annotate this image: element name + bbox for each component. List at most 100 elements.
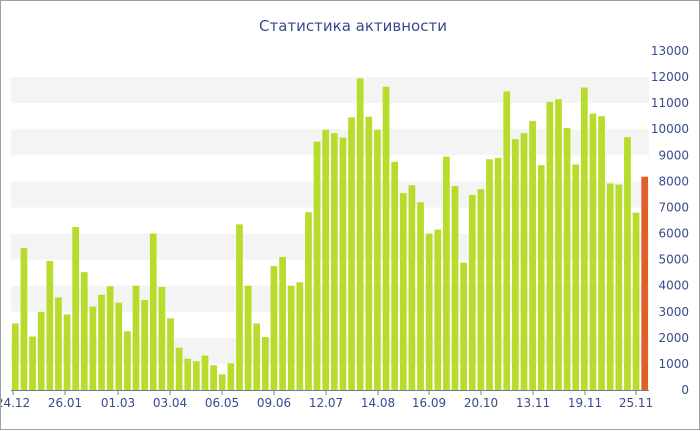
bar[interactable] bbox=[589, 113, 597, 390]
bar[interactable] bbox=[606, 183, 614, 390]
x-tick-label: 13.11 bbox=[516, 396, 550, 410]
grid-bands bbox=[11, 77, 649, 364]
bar[interactable] bbox=[598, 116, 605, 390]
bar[interactable] bbox=[382, 86, 390, 390]
x-tick-label: 12.07 bbox=[309, 396, 343, 410]
y-tick-label: 11000 bbox=[651, 96, 689, 110]
bar[interactable] bbox=[503, 91, 511, 391]
bar[interactable] bbox=[141, 300, 148, 390]
bar[interactable] bbox=[158, 286, 166, 390]
bar[interactable] bbox=[563, 127, 571, 390]
bar[interactable] bbox=[537, 165, 545, 390]
grid-band bbox=[11, 285, 649, 312]
bar[interactable] bbox=[615, 184, 623, 390]
y-tick-label: 5000 bbox=[658, 253, 689, 267]
x-tick-label: 25.11 bbox=[619, 396, 653, 410]
bar[interactable] bbox=[115, 302, 123, 390]
bar[interactable] bbox=[477, 189, 485, 390]
bar[interactable] bbox=[124, 331, 131, 390]
x-tick-label: 06.05 bbox=[205, 396, 239, 410]
bar[interactable] bbox=[572, 164, 580, 390]
bar[interactable] bbox=[374, 129, 381, 390]
bar[interactable] bbox=[529, 120, 536, 390]
bar[interactable] bbox=[580, 87, 588, 390]
bar[interactable] bbox=[210, 365, 217, 390]
bar[interactable] bbox=[132, 285, 140, 390]
bar[interactable] bbox=[322, 129, 330, 390]
x-tick-label: 09.06 bbox=[257, 396, 291, 410]
bar[interactable] bbox=[434, 229, 442, 390]
x-tick-label: 16.09 bbox=[412, 396, 446, 410]
bar[interactable] bbox=[443, 156, 450, 390]
bar[interactable] bbox=[89, 306, 97, 390]
bar[interactable] bbox=[29, 336, 36, 390]
y-axis-ticks: 0 1000 2000 3000 4000 5000 6000 7000 8000 9000 100… bbox=[651, 44, 689, 397]
bar[interactable] bbox=[149, 233, 157, 390]
bar[interactable] bbox=[80, 272, 88, 390]
bar[interactable] bbox=[279, 257, 286, 390]
bar[interactable] bbox=[348, 117, 355, 390]
x-tick-label: 14.08 bbox=[361, 396, 395, 410]
bar-highlight[interactable] bbox=[641, 176, 649, 390]
bar[interactable] bbox=[253, 323, 261, 390]
bar[interactable] bbox=[520, 133, 528, 390]
bar[interactable] bbox=[55, 297, 62, 390]
bar[interactable] bbox=[546, 101, 554, 390]
bar[interactable] bbox=[175, 347, 183, 390]
bar[interactable] bbox=[468, 194, 476, 390]
bar[interactable] bbox=[632, 212, 640, 390]
bar[interactable] bbox=[20, 247, 28, 390]
x-axis-ticks: 24.12 26.01 01.03 03.04 06.05 09.06 12.07 14.08… bbox=[1, 390, 653, 410]
x-tick-label: 19.11 bbox=[568, 396, 602, 410]
bar[interactable] bbox=[37, 311, 45, 390]
bar[interactable] bbox=[330, 133, 338, 390]
bar[interactable] bbox=[339, 137, 347, 390]
y-tick-label: 3000 bbox=[658, 305, 689, 319]
bar[interactable] bbox=[11, 323, 19, 390]
bar[interactable] bbox=[270, 266, 278, 390]
bar[interactable] bbox=[244, 285, 252, 390]
bar[interactable] bbox=[408, 185, 416, 390]
bar[interactable] bbox=[425, 233, 433, 390]
bar[interactable] bbox=[486, 159, 493, 390]
bar[interactable] bbox=[227, 363, 235, 390]
bar[interactable] bbox=[98, 294, 105, 390]
x-tick-label: 24.12 bbox=[1, 396, 30, 410]
bar[interactable] bbox=[356, 78, 364, 390]
bar[interactable] bbox=[417, 202, 424, 390]
bar[interactable] bbox=[451, 186, 459, 390]
bar[interactable] bbox=[72, 227, 80, 390]
bar[interactable] bbox=[624, 137, 631, 390]
bar[interactable] bbox=[193, 361, 200, 390]
bar[interactable] bbox=[184, 358, 192, 390]
bar[interactable] bbox=[296, 282, 304, 390]
bar[interactable] bbox=[287, 285, 295, 390]
bar[interactable] bbox=[63, 314, 71, 390]
bar[interactable] bbox=[313, 141, 321, 390]
y-tick-label: 1000 bbox=[658, 357, 689, 371]
bar[interactable] bbox=[261, 337, 269, 390]
bar[interactable] bbox=[391, 161, 399, 390]
bar[interactable] bbox=[512, 139, 519, 390]
bar[interactable] bbox=[460, 262, 467, 390]
bar[interactable] bbox=[555, 99, 562, 390]
grid-band bbox=[11, 77, 649, 104]
x-tick-label: 03.04 bbox=[153, 396, 187, 410]
bar[interactable] bbox=[494, 157, 502, 390]
bar[interactable] bbox=[399, 193, 407, 390]
x-tick-label: 26.01 bbox=[48, 396, 82, 410]
bar[interactable] bbox=[167, 318, 174, 390]
bar[interactable] bbox=[201, 355, 209, 390]
bar[interactable] bbox=[106, 286, 114, 390]
bar[interactable] bbox=[236, 224, 243, 390]
bar[interactable] bbox=[46, 260, 54, 390]
bar[interactable] bbox=[305, 212, 312, 390]
y-tick-label: 10000 bbox=[651, 122, 689, 136]
grid-band bbox=[11, 181, 649, 208]
chart-title: Статистика активности bbox=[259, 17, 447, 35]
bar[interactable] bbox=[365, 116, 373, 391]
bar[interactable] bbox=[218, 374, 226, 390]
grid-band bbox=[11, 129, 649, 156]
